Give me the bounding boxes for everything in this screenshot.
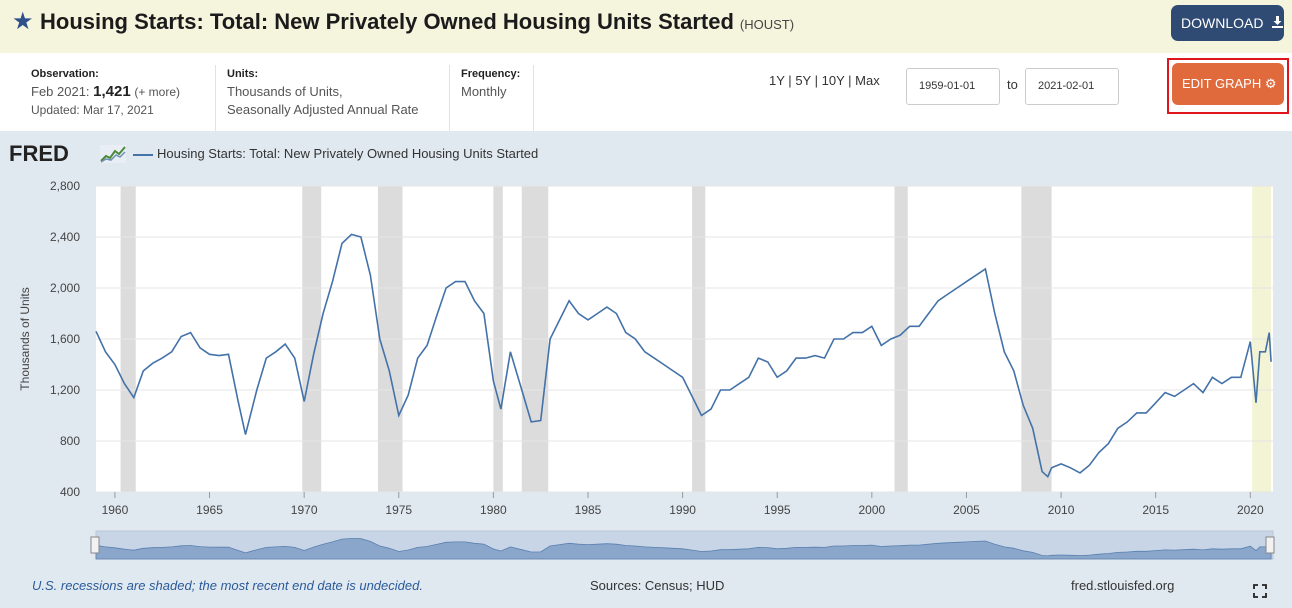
frequency-value: Monthly xyxy=(461,84,507,99)
navigator-right-handle[interactable] xyxy=(1265,536,1275,554)
y-tick-label: 2,800 xyxy=(50,179,80,193)
recession-note: U.S. recessions are shaded; the most rec… xyxy=(32,578,423,593)
fred-url-link[interactable]: fred.stlouisfed.org xyxy=(1071,578,1175,593)
observation-more-link[interactable]: (+ more) xyxy=(134,85,181,99)
units-line2: Seasonally Adjusted Annual Rate xyxy=(227,102,419,117)
y-tick-label: 1,200 xyxy=(50,383,80,397)
download-icon xyxy=(1271,6,1284,42)
star-icon[interactable]: ★ xyxy=(12,8,34,35)
edit-graph-highlight xyxy=(1167,58,1289,114)
observation-block: Observation: Feb 2021: 1,421 (+ more) Up… xyxy=(31,65,180,119)
y-axis-label: Thousands of Units xyxy=(18,287,32,390)
download-label: DOWNLOAD xyxy=(1181,15,1264,31)
legend-label: Housing Starts: Total: New Privately Own… xyxy=(157,146,539,161)
y-tick-label: 400 xyxy=(60,485,80,499)
series-title: Housing Starts: Total: New Privately Own… xyxy=(40,9,734,34)
range-sep: | xyxy=(788,73,792,88)
end-date-input[interactable]: 2021-02-01 xyxy=(1025,68,1119,105)
range-selector: 1Y | 5Y | 10Y | Max xyxy=(769,73,880,88)
x-tick-label: 1980 xyxy=(480,503,507,517)
graph-panel: FRED Housing Starts: Total: New Privatel… xyxy=(0,131,1292,608)
x-tick-label: 1960 xyxy=(102,503,129,517)
series-meta: Observation: Feb 2021: 1,421 (+ more) Up… xyxy=(0,53,1292,131)
frequency-block: Frequency: Monthly xyxy=(461,65,520,101)
sources-text: Sources: Census; HUD xyxy=(590,578,725,593)
legend-swatch xyxy=(133,154,153,156)
frequency-label: Frequency: xyxy=(461,68,521,80)
series-code: (HOUST) xyxy=(739,17,795,32)
y-tick-label: 2,000 xyxy=(50,281,80,295)
x-tick-label: 1990 xyxy=(669,503,696,517)
navigator-area xyxy=(95,538,1272,560)
line-chart: 2,800 2,400 2,000 1,600 1,200 800 400 1960 1965… xyxy=(18,179,1275,560)
observation-date: Feb 2021: xyxy=(31,84,90,99)
navigator-left-handle[interactable] xyxy=(90,536,100,554)
y-tick-label: 2,400 xyxy=(50,230,80,244)
units-block: Units: Thousands of Units, Seasonally Ad… xyxy=(227,65,419,119)
edit-graph-button[interactable]: EDIT GRAPH ⚙ xyxy=(1172,63,1284,105)
updated-date: Updated: Mar 17, 2021 xyxy=(31,103,154,117)
meta-divider xyxy=(215,65,216,131)
to-label: to xyxy=(1007,77,1018,92)
x-tick-label: 1995 xyxy=(764,503,791,517)
meta-divider xyxy=(449,65,450,131)
edit-graph-label: EDIT GRAPH xyxy=(1182,76,1262,91)
x-tick-label: 1970 xyxy=(291,503,318,517)
y-tick-label: 1,600 xyxy=(50,332,80,346)
page-title: Housing Starts: Total: New Privately Own… xyxy=(40,8,794,39)
range-sep: | xyxy=(814,73,818,88)
start-date-input[interactable]: 1959-01-01 xyxy=(906,68,1000,105)
range-10y[interactable]: 10Y xyxy=(821,73,845,88)
fred-chart-logo-icon xyxy=(100,145,126,163)
fred-logo: FRED xyxy=(9,141,69,166)
y-tick-label: 800 xyxy=(60,434,80,448)
meta-divider xyxy=(533,65,534,131)
x-tick-label: 2010 xyxy=(1048,503,1075,517)
observation-label: Observation: xyxy=(31,68,99,80)
range-5y[interactable]: 5Y xyxy=(795,73,811,88)
download-button[interactable]: DOWNLOAD xyxy=(1171,5,1284,41)
x-tick-label: 2015 xyxy=(1142,503,1169,517)
range-max[interactable]: Max xyxy=(855,73,880,88)
x-tick-label: 2005 xyxy=(953,503,980,517)
gear-icon: ⚙ xyxy=(1264,76,1277,91)
x-tick-label: 2000 xyxy=(858,503,885,517)
observation-value: 1,421 xyxy=(93,83,131,100)
observation-value-line: Feb 2021: 1,421 (+ more) xyxy=(31,83,180,101)
range-1y[interactable]: 1Y xyxy=(769,73,785,88)
x-tick-label: 1975 xyxy=(385,503,412,517)
title-bar: ★ Housing Starts: Total: New Privately O… xyxy=(0,0,1292,53)
units-line1: Thousands of Units, xyxy=(227,84,343,99)
range-sep: | xyxy=(848,73,852,88)
x-tick-label: 1985 xyxy=(575,503,602,517)
series-line xyxy=(95,233,1272,479)
x-tick-label: 1965 xyxy=(196,503,223,517)
units-label: Units: xyxy=(227,68,259,80)
fullscreen-icon[interactable] xyxy=(1253,584,1267,601)
x-tick-label: 2020 xyxy=(1237,503,1264,517)
